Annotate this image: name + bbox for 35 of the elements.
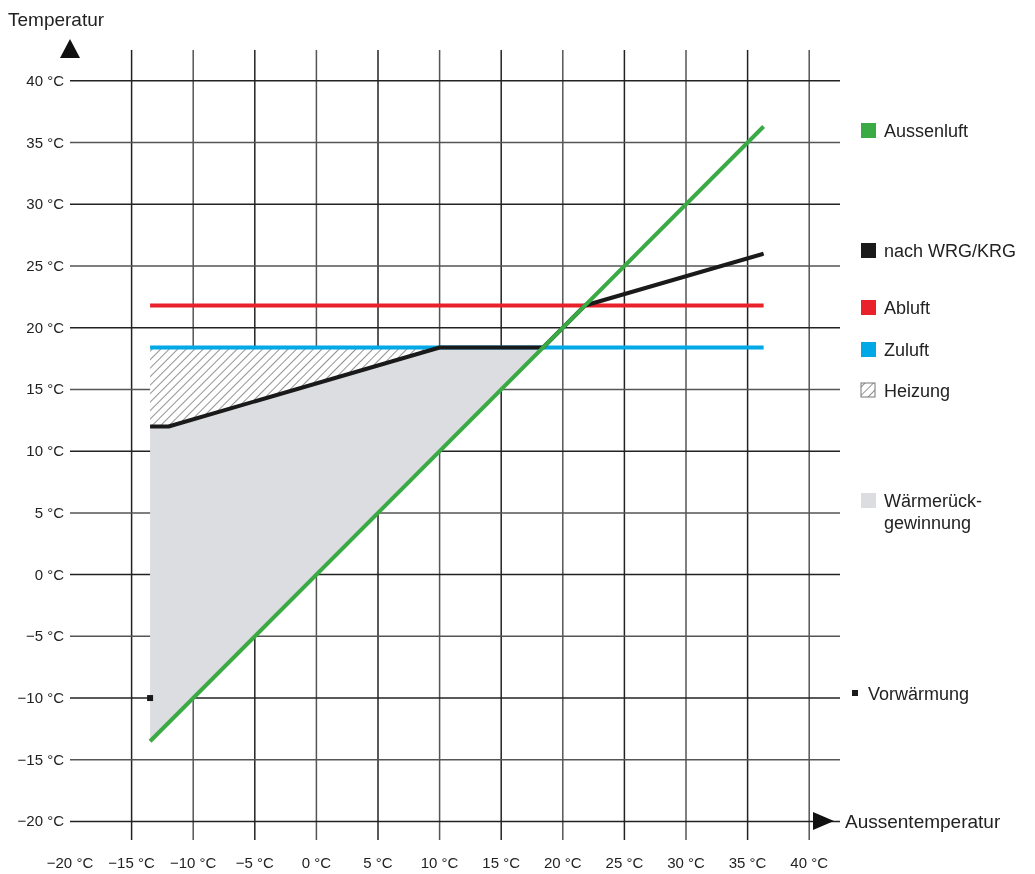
y-tick-label: −5 °C [25,627,65,645]
y-tick-label: 15 °C [26,380,65,398]
y-tick-label: 40 °C [26,71,65,89]
x-tick-label: 5 °C [363,854,393,871]
x-tick-label: 10 °C [420,854,459,871]
x-tick-label: −5 °C [235,854,275,871]
y-tick-label: −15 °C [17,750,65,768]
x-axis-title: Aussentemperatur [845,811,1001,832]
legend-label: Heizung [884,381,951,401]
x-tick-label: 30 °C [667,854,706,871]
x-tick-label: 40 °C [790,854,829,871]
y-tick-label: 35 °C [26,133,65,151]
y-tick-label: 5 °C [34,503,65,521]
legend-label: Abluft [884,298,931,318]
y-tick-label: 25 °C [26,257,65,275]
y-tick-label: 20 °C [26,318,65,336]
legend-label: Vorwärmung [868,684,970,704]
legend-label: Zuluft [884,340,930,360]
legend-label: Aussenluft [884,121,969,141]
x-tick-label: 0 °C [301,854,332,871]
y-tick-label: 0 °C [34,565,65,583]
y-tick-label: 30 °C [26,195,65,213]
x-tick-label: 15 °C [482,854,521,871]
y-tick-label: −10 °C [17,689,65,707]
y-axis-title: Temperatur [8,9,105,30]
x-tick-label: −10 °C [169,854,217,871]
y-tick-label: −20 °C [17,812,65,830]
legend-label: Wärmerück- gewinnung [884,491,982,533]
x-tick-label: −20 °C [46,854,94,871]
x-tick-label: 20 °C [543,854,582,871]
legend-label: nach WRG/KRG [884,241,1017,261]
y-tick-label: 10 °C [26,442,65,460]
x-tick-label: −15 °C [108,854,155,871]
x-tick-label: 25 °C [605,854,644,871]
x-tick-label: 35 °C [728,854,767,871]
